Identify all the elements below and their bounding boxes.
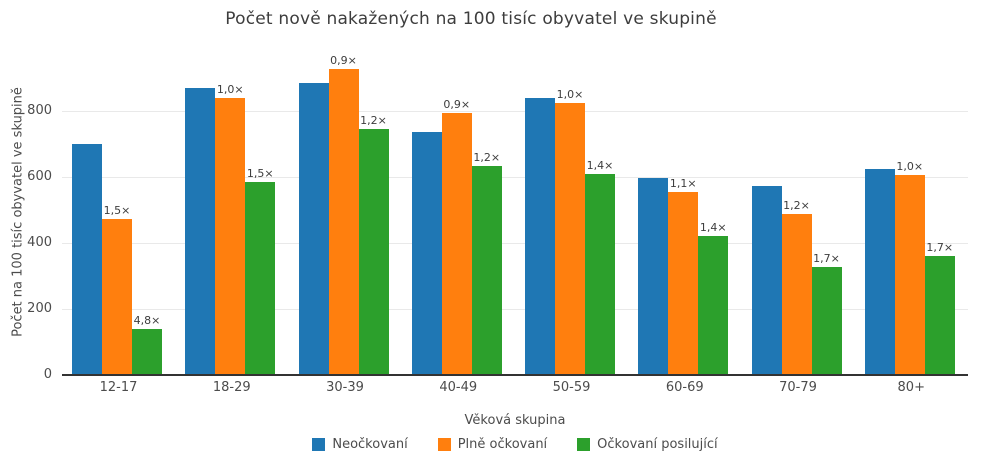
bar[interactable] xyxy=(924,255,955,375)
gridline xyxy=(62,176,968,178)
legend-label: Očkovaní posilující xyxy=(597,437,718,452)
legend-item[interactable]: Očkovaní posilující xyxy=(577,437,718,452)
bar-value-label: 1,1× xyxy=(669,176,697,190)
bar[interactable] xyxy=(328,69,359,375)
bar-value-label: 1,7× xyxy=(813,252,840,266)
x-tick-label: 12-17 xyxy=(99,380,138,395)
x-tick-label: 50-59 xyxy=(552,380,591,395)
gridline xyxy=(62,308,968,310)
bar[interactable] xyxy=(441,113,472,375)
y-tick-label: 0 xyxy=(43,367,52,382)
bar-value-label: 1,4× xyxy=(699,220,727,234)
bar[interactable] xyxy=(698,235,729,375)
y-tick-label: 200 xyxy=(27,301,52,316)
bar[interactable] xyxy=(215,97,246,375)
x-tick-label: 80+ xyxy=(897,380,925,395)
legend-swatch xyxy=(437,438,451,451)
bar[interactable] xyxy=(585,174,615,375)
chart-title: Počet nově nakažených na 100 tisíc obyva… xyxy=(225,9,717,29)
legend-swatch xyxy=(577,438,591,451)
x-tick-label: 70-79 xyxy=(779,380,817,395)
bar-value-label: 1,0× xyxy=(216,82,244,96)
y-tick-label: 800 xyxy=(27,103,52,119)
bar[interactable] xyxy=(102,218,132,375)
gridline xyxy=(62,110,968,112)
bar-value-label: 1,2× xyxy=(473,151,501,165)
bar[interactable] xyxy=(185,87,216,375)
bar-value-label: 1,0× xyxy=(896,160,924,174)
bar[interactable] xyxy=(471,166,502,375)
bar[interactable] xyxy=(811,267,842,375)
x-axis-title: Věková skupina xyxy=(464,413,566,428)
legend-item[interactable]: Plně očkovaní xyxy=(437,437,548,452)
bar[interactable] xyxy=(245,181,276,375)
bar-value-label: 0,9× xyxy=(330,54,357,68)
bar-value-label: 1,5× xyxy=(103,203,131,217)
bar-value-label: 1,4× xyxy=(586,159,614,173)
legend-item[interactable]: Neočkovaní xyxy=(312,437,408,452)
bar[interactable] xyxy=(638,177,669,375)
gridline xyxy=(62,242,968,244)
bar[interactable] xyxy=(132,328,162,375)
bar-value-label: 4,8× xyxy=(133,313,161,327)
legend: Neočkovaní Plně očkovaní Očkovaní posilují… xyxy=(62,437,968,452)
x-tick-label: 18-29 xyxy=(212,380,251,395)
bar-value-label: 1,0× xyxy=(556,88,584,102)
bar[interactable] xyxy=(894,175,925,375)
legend-label: Neočkovaní xyxy=(332,437,408,452)
bar[interactable] xyxy=(525,97,555,375)
bar[interactable] xyxy=(668,191,699,375)
bar[interactable] xyxy=(864,168,895,375)
bar-value-label: 1,2× xyxy=(783,198,810,212)
x-axis-line xyxy=(62,374,968,376)
x-tick-label: 30-39 xyxy=(326,380,364,395)
bar[interactable] xyxy=(298,82,329,375)
bar-value-label: 1,5× xyxy=(246,166,274,180)
bar[interactable] xyxy=(358,129,389,375)
bar-value-label: 1,2× xyxy=(360,114,387,128)
bar-value-label: 0,9× xyxy=(443,98,471,112)
bar[interactable] xyxy=(411,132,442,375)
bar[interactable] xyxy=(781,213,812,375)
y-tick-label: 400 xyxy=(27,235,52,251)
bar[interactable] xyxy=(555,103,585,375)
x-tick-label: 60-69 xyxy=(665,380,704,395)
legend-swatch xyxy=(312,438,326,451)
legend-label: Plně očkovaní xyxy=(457,437,548,452)
y-axis-title: Počet na 100 tisíc obyvatel ve skupině xyxy=(10,87,26,337)
bar[interactable] xyxy=(751,186,782,375)
y-tick-label: 600 xyxy=(27,169,52,185)
x-tick-label: 40-49 xyxy=(439,380,478,395)
bar[interactable] xyxy=(72,144,102,375)
bar-value-label: 1,7× xyxy=(926,240,954,254)
